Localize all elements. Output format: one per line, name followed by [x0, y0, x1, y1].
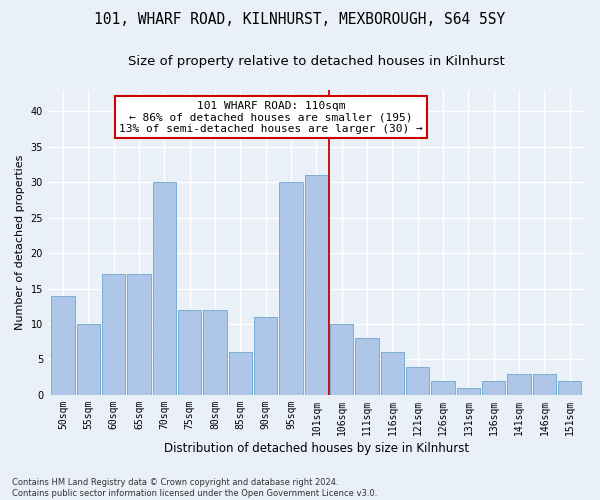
Bar — [482, 381, 505, 395]
Bar — [431, 381, 455, 395]
Bar — [508, 374, 531, 395]
Text: 101 WHARF ROAD: 110sqm
← 86% of detached houses are smaller (195)
13% of semi-de: 101 WHARF ROAD: 110sqm ← 86% of detached… — [119, 100, 423, 134]
Bar — [77, 324, 100, 395]
Y-axis label: Number of detached properties: Number of detached properties — [15, 155, 25, 330]
Bar — [127, 274, 151, 395]
Bar — [457, 388, 480, 395]
Bar — [153, 182, 176, 395]
Bar — [52, 296, 75, 395]
Text: 101, WHARF ROAD, KILNHURST, MEXBOROUGH, S64 5SY: 101, WHARF ROAD, KILNHURST, MEXBOROUGH, … — [94, 12, 506, 28]
Title: Size of property relative to detached houses in Kilnhurst: Size of property relative to detached ho… — [128, 55, 505, 68]
Bar — [254, 317, 277, 395]
Bar — [305, 175, 328, 395]
Bar — [229, 352, 252, 395]
Bar — [406, 366, 430, 395]
Bar — [102, 274, 125, 395]
Bar — [355, 338, 379, 395]
Bar — [381, 352, 404, 395]
Bar — [533, 374, 556, 395]
Bar — [280, 182, 303, 395]
Bar — [203, 310, 227, 395]
Bar — [330, 324, 353, 395]
Bar — [178, 310, 202, 395]
Bar — [558, 381, 581, 395]
X-axis label: Distribution of detached houses by size in Kilnhurst: Distribution of detached houses by size … — [164, 442, 469, 455]
Text: Contains HM Land Registry data © Crown copyright and database right 2024.
Contai: Contains HM Land Registry data © Crown c… — [12, 478, 377, 498]
